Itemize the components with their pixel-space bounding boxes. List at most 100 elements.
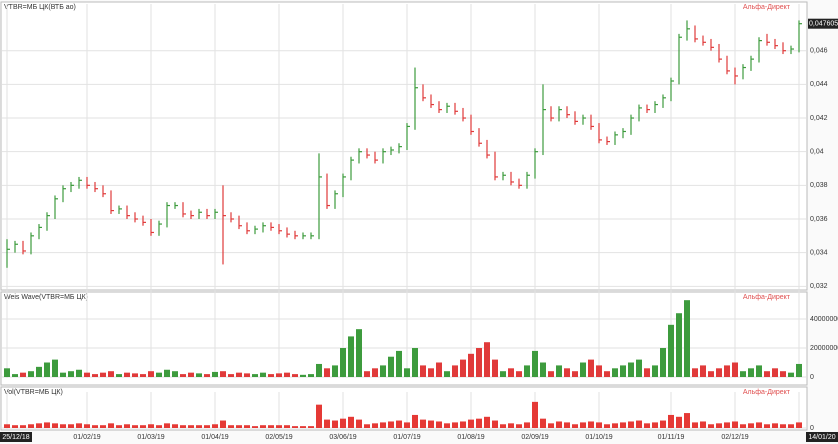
bar: [292, 374, 298, 377]
bar: [796, 422, 802, 428]
bar: [348, 416, 354, 428]
bar: [332, 365, 338, 377]
bar: [188, 425, 194, 428]
bar: [68, 371, 74, 377]
bar: [260, 372, 266, 377]
bar: [220, 420, 226, 428]
bar: [420, 365, 426, 377]
bar: [676, 313, 682, 377]
bar: [180, 425, 186, 428]
bar: [276, 425, 282, 428]
bar: [628, 421, 634, 428]
brand: Альфа-Директ: [743, 294, 791, 301]
bar: [660, 348, 666, 377]
bar: [188, 372, 194, 377]
bar: [44, 422, 50, 428]
y-tick-label: 400000000: [810, 316, 838, 323]
brand: Альфа-Директ: [743, 4, 791, 11]
bar: [652, 365, 658, 377]
bar: [788, 372, 794, 377]
bar: [548, 371, 554, 377]
bar: [124, 424, 130, 428]
bar: [436, 362, 442, 377]
bar: [92, 374, 98, 377]
bar: [228, 425, 234, 428]
bar: [28, 371, 34, 377]
bar: [356, 329, 362, 377]
bar: [724, 422, 730, 428]
volume-title: Vol(VTBR=MБ ЦК): [4, 389, 63, 396]
bar: [468, 353, 474, 377]
bar: [740, 424, 746, 428]
bar: [244, 373, 250, 377]
bar: [612, 368, 618, 377]
bar: [588, 421, 594, 428]
bar: [668, 324, 674, 377]
bar: [652, 422, 658, 428]
bar: [36, 423, 42, 428]
bar: [764, 371, 770, 377]
bar: [252, 374, 258, 377]
bar: [628, 362, 634, 377]
x-tick-label: 02/12/19: [721, 434, 748, 441]
bar: [492, 359, 498, 377]
wave-title: Weis Wave(VTBR=MБ ЦК): [4, 294, 88, 301]
bar: [4, 424, 10, 428]
y-tick-label: 0,032: [810, 283, 828, 290]
bar: [572, 424, 578, 428]
bar: [76, 369, 82, 377]
bar: [132, 425, 138, 428]
bar: [500, 371, 506, 377]
bar: [596, 422, 602, 428]
bar: [732, 421, 738, 428]
bar: [404, 422, 410, 428]
bar: [12, 374, 18, 377]
bar: [412, 414, 418, 428]
bar: [84, 424, 90, 428]
x-tick-label: 01/10/19: [585, 434, 612, 441]
x-tick-label: 01/04/19: [201, 434, 228, 441]
bar: [620, 365, 626, 377]
bar: [724, 365, 730, 377]
price-panel: [0, 1, 808, 291]
bar: [540, 418, 546, 428]
bar: [532, 401, 538, 428]
bar: [148, 371, 154, 377]
date-box: [0, 432, 32, 442]
bar: [436, 421, 442, 428]
bar: [364, 424, 370, 428]
y-tick-label: 0,046: [810, 48, 828, 55]
bar: [428, 368, 434, 377]
bar: [100, 425, 106, 428]
bar: [748, 368, 754, 377]
bar: [316, 404, 322, 428]
x-tick-label: 01/02/19: [73, 434, 100, 441]
bar: [548, 423, 554, 428]
bar: [260, 425, 266, 428]
bar: [300, 374, 306, 377]
bar: [676, 416, 682, 428]
bar: [204, 425, 210, 428]
bar: [756, 365, 762, 377]
x-tick-label: 01/03/19: [137, 434, 164, 441]
bar: [780, 371, 786, 377]
bar: [532, 350, 538, 377]
bar: [404, 368, 410, 377]
bar: [692, 368, 698, 377]
bar: [388, 421, 394, 428]
bar: [44, 362, 50, 377]
bar: [348, 336, 354, 377]
bar: [36, 366, 42, 377]
bar: [484, 342, 490, 377]
x-tick-label: 14/01/20: [808, 434, 835, 441]
bar: [372, 423, 378, 428]
bar: [252, 426, 258, 428]
bar: [220, 371, 226, 377]
bar: [316, 363, 322, 377]
bar: [748, 423, 754, 428]
bar: [524, 422, 530, 428]
bar: [28, 424, 34, 428]
bar: [108, 423, 114, 428]
x-tick-label: 01/07/19: [393, 434, 420, 441]
bar: [140, 374, 146, 377]
